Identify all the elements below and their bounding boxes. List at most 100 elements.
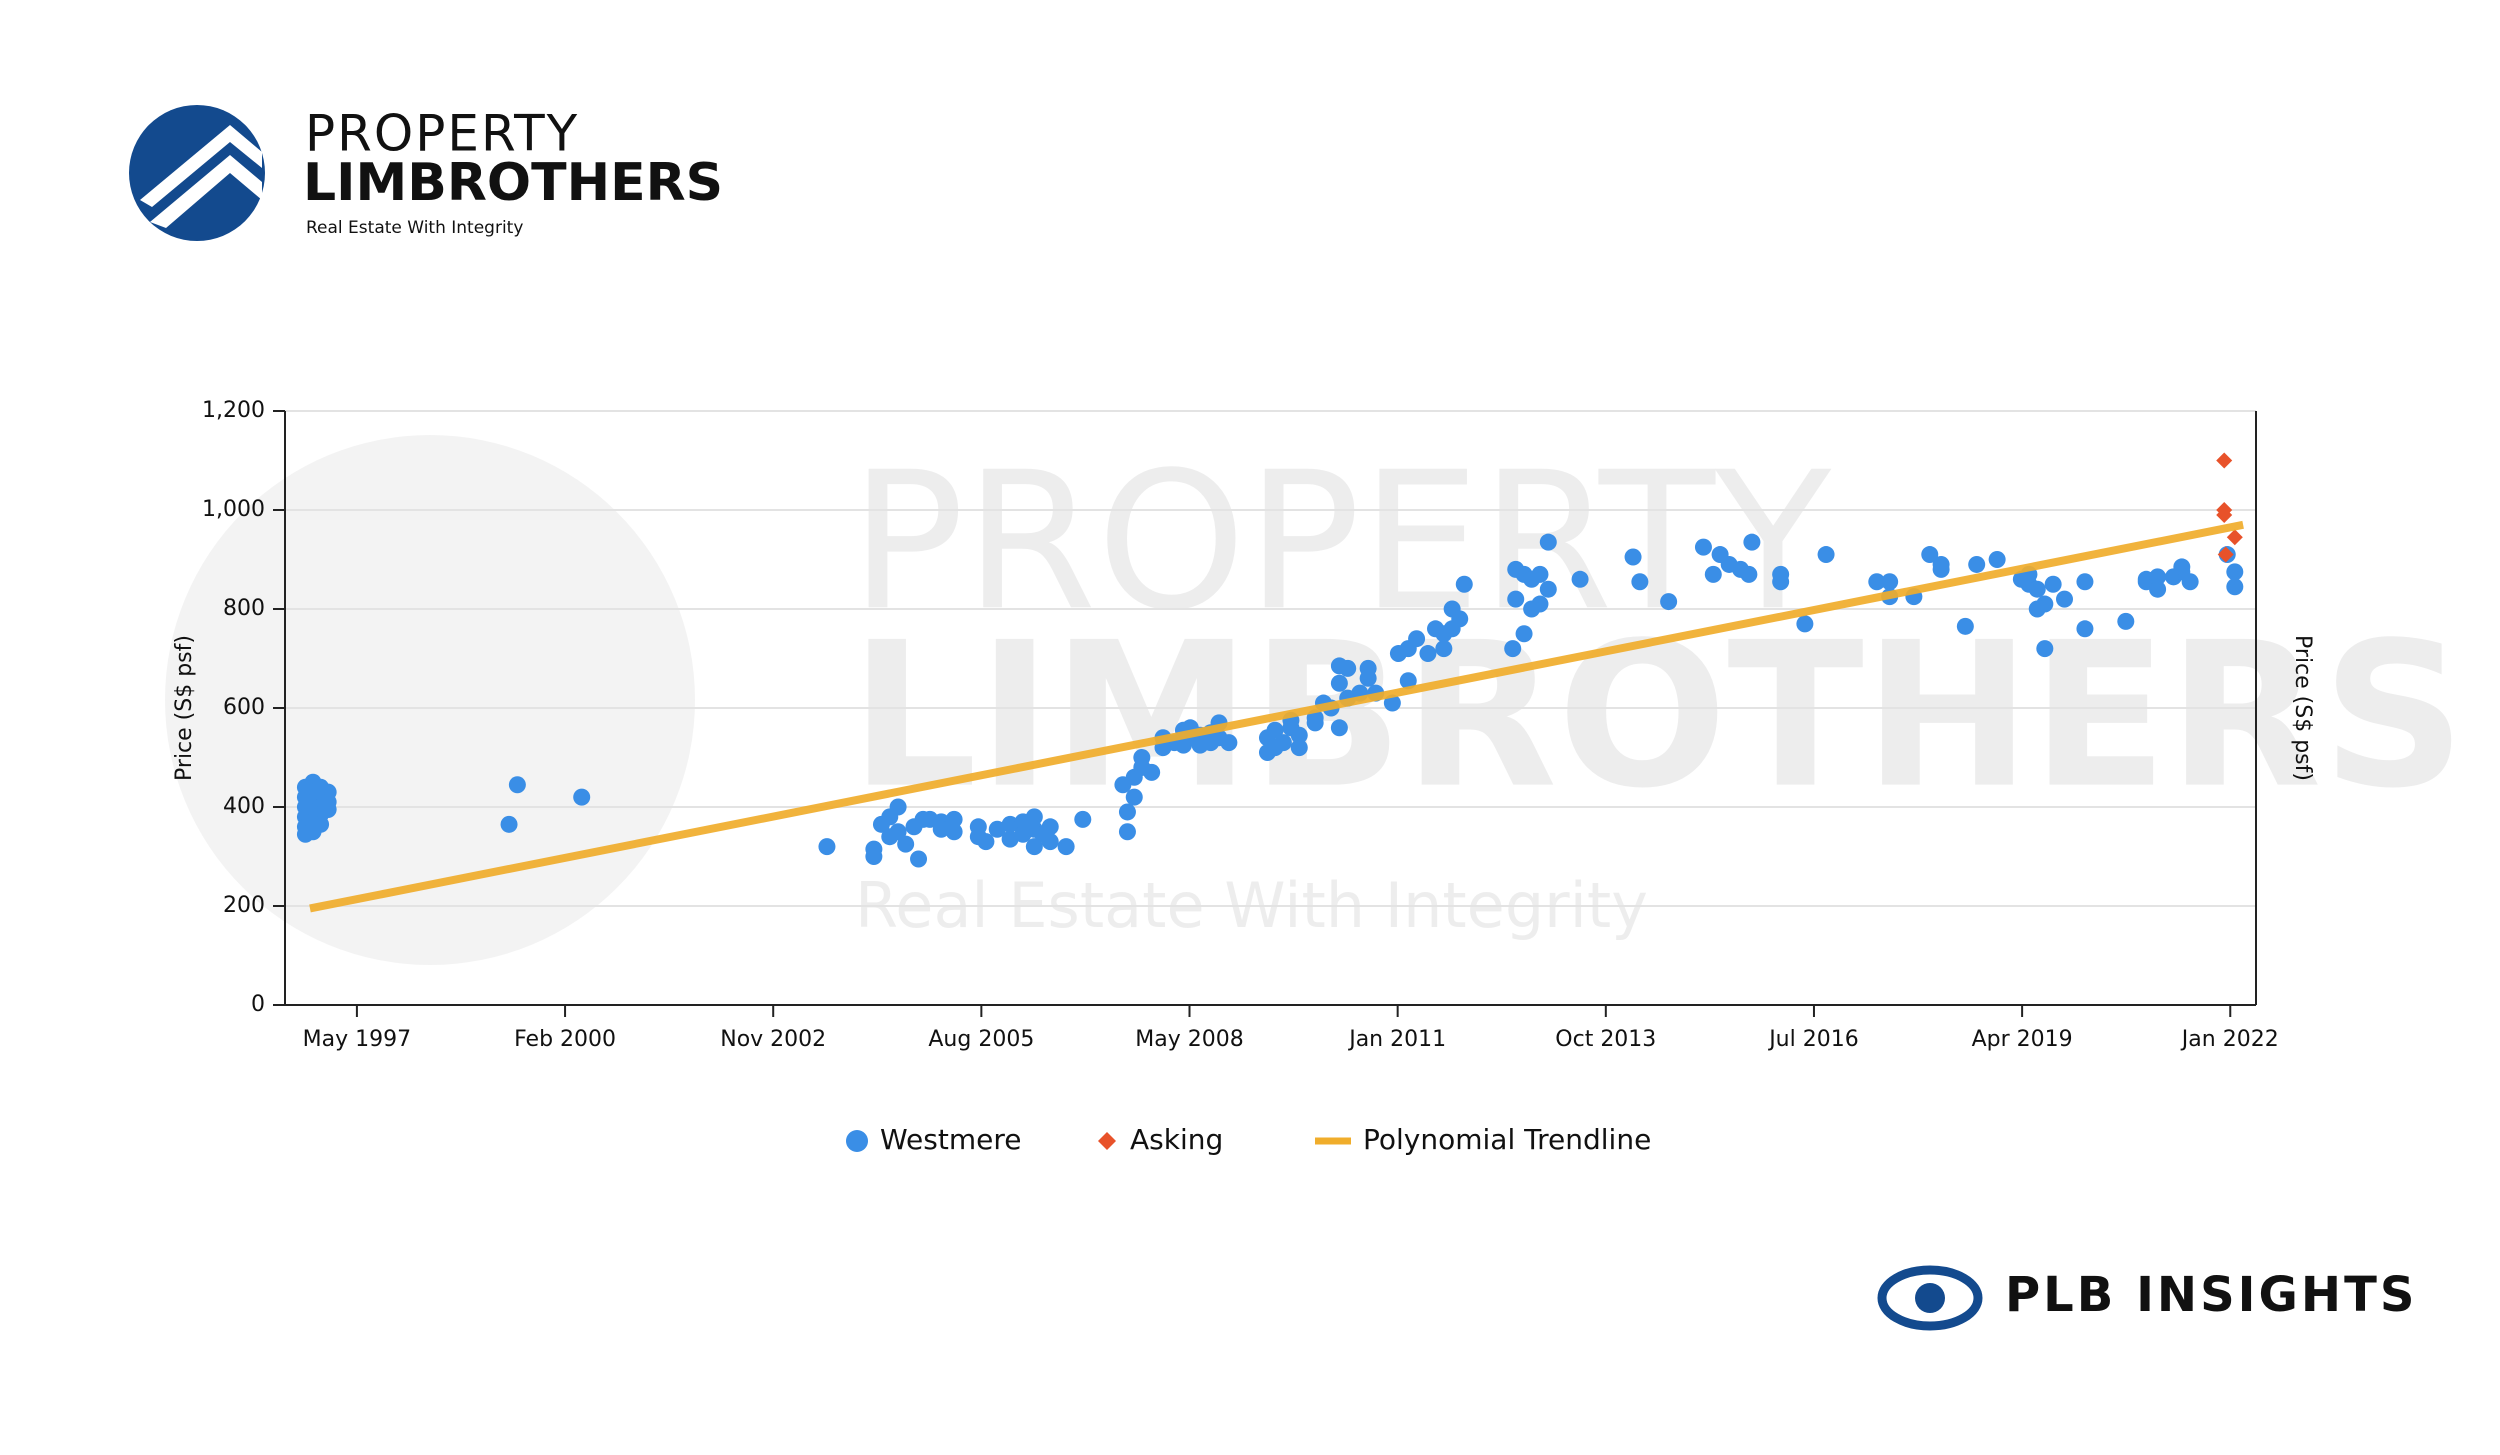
data-point (1660, 593, 1678, 611)
data-point (2226, 578, 2244, 596)
data-point (1025, 808, 1043, 826)
data-point (1118, 803, 1136, 821)
data-point (1359, 669, 1377, 687)
data-point (1455, 575, 1473, 593)
data-point (945, 823, 963, 841)
legend-item: Polynomial Trendline (1315, 1123, 1651, 1156)
y-tick-label: 800 (223, 596, 265, 621)
logo-line1: PROPERTY (305, 105, 579, 163)
logo-chevron (150, 155, 262, 228)
logo-line2: LIMBROTHERS (303, 153, 723, 213)
y-tick-label: 1,200 (202, 398, 265, 423)
data-point (2076, 573, 2094, 591)
legend-swatch (846, 1130, 868, 1152)
y-tick-label: 200 (223, 893, 265, 918)
data-point (1740, 565, 1758, 583)
data-point (1435, 640, 1453, 658)
data-point (1001, 815, 1019, 833)
data-point (508, 776, 526, 794)
data-point (1968, 555, 1986, 573)
data-point (2036, 595, 2054, 613)
y2-axis-label: Price (S$ psf) (2290, 635, 2315, 781)
data-point (969, 818, 987, 836)
insights-logo: PLB INSIGHTS (1877, 1265, 2417, 1331)
data-point (1001, 830, 1019, 848)
data-point (1383, 694, 1401, 712)
data-point (1631, 573, 1649, 591)
insights-text: PLB INSIGHTS (2005, 1267, 2417, 1323)
data-point (573, 788, 591, 806)
legend-label: Polynomial Trendline (1363, 1123, 1651, 1156)
logo-chevron (140, 125, 262, 207)
watermark-line1: PROPERTY (850, 431, 1832, 652)
data-point (1817, 546, 1835, 564)
data-point (1624, 548, 1642, 566)
watermark-line2: LIMBROTHERS (850, 600, 2466, 833)
data-point (2173, 558, 2191, 576)
y-axis-label: Price (S$ psf) (172, 635, 197, 781)
logo: PROPERTY LIMBROTHERS Real Estate With In… (129, 105, 723, 241)
x-tick-label: May 1997 (303, 1027, 411, 1052)
data-point (1881, 573, 1899, 591)
data-point (1419, 645, 1437, 663)
data-point (2056, 590, 2074, 608)
data-point (1507, 590, 1525, 608)
data-point (897, 835, 915, 853)
x-tick-label: Jan 2022 (2180, 1027, 2279, 1052)
data-point (1074, 810, 1092, 828)
data-point (1571, 570, 1589, 588)
data-point (2036, 640, 2054, 658)
data-point (2028, 580, 2046, 598)
data-point (2181, 573, 2199, 591)
data-point (932, 820, 950, 838)
data-point (1399, 672, 1417, 690)
data-point (1539, 580, 1557, 598)
data-point (1504, 640, 1522, 658)
data-point (2149, 568, 2167, 586)
data-point (1339, 659, 1357, 677)
data-point (1531, 595, 1549, 613)
data-point (312, 815, 330, 833)
data-point (1408, 630, 1426, 648)
data-point (2226, 529, 2243, 546)
data-point (319, 800, 337, 818)
data-point (1306, 714, 1324, 732)
eye-pupil (1915, 1283, 1945, 1313)
logo-tagline: Real Estate With Integrity (306, 218, 523, 238)
x-tick-label: Apr 2019 (1972, 1027, 2073, 1052)
data-point (1796, 615, 1814, 633)
x-tick-label: Feb 2000 (514, 1027, 616, 1052)
eye-icon (1877, 1265, 1983, 1331)
x-tick-label: May 2008 (1135, 1027, 1243, 1052)
y-tick-label: 0 (251, 992, 265, 1017)
legend-label: Westmere (880, 1123, 1021, 1156)
watermark: PROPERTY LIMBROTHERS Real Estate With In… (165, 431, 2466, 965)
data-point (1330, 674, 1348, 692)
data-point (2226, 563, 2244, 581)
data-point (1025, 838, 1043, 856)
x-tick-label: Nov 2002 (720, 1027, 826, 1052)
data-point (1694, 538, 1712, 556)
data-point (500, 815, 518, 833)
legend-label: Asking (1130, 1123, 1223, 1156)
data-point (1921, 546, 1939, 564)
data-point (1515, 625, 1533, 643)
data-point (1988, 551, 2006, 568)
x-tick-label: Oct 2013 (1555, 1027, 1656, 1052)
x-tick-label: Jan 2011 (1347, 1027, 1446, 1052)
data-point (2076, 620, 2094, 638)
data-point (1956, 617, 1974, 635)
data-point (2216, 452, 2233, 469)
data-point (1041, 833, 1059, 851)
x-tick-label: Aug 2005 (928, 1027, 1034, 1052)
data-point (1057, 838, 1075, 856)
data-point (1531, 565, 1549, 583)
data-point (865, 840, 883, 858)
data-point (1743, 533, 1761, 551)
trendline (309, 520, 2244, 913)
legend-swatch (1098, 1132, 1116, 1150)
data-point (1220, 734, 1238, 752)
data-point (889, 798, 907, 816)
y-tick-label: 600 (223, 695, 265, 720)
